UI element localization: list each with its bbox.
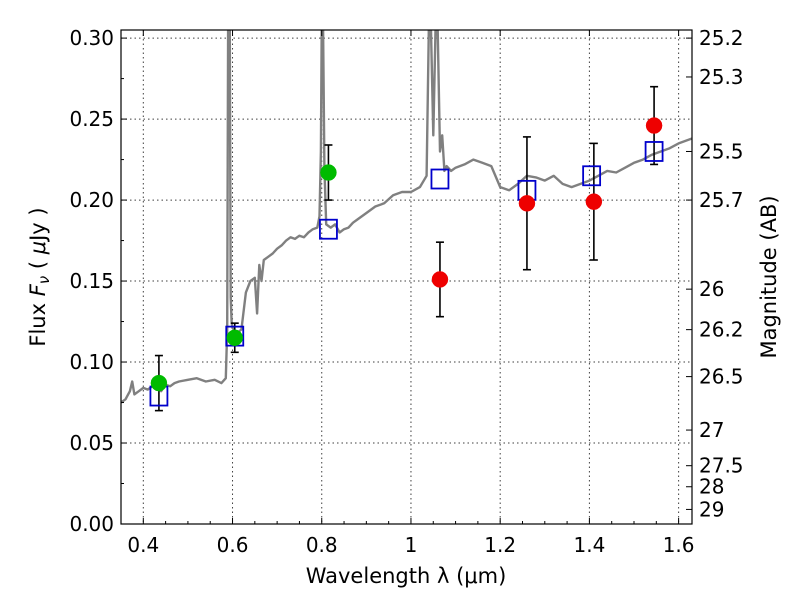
y-axis-label-part: Jy ) [26, 207, 50, 243]
y-axis-label-part: F [26, 283, 50, 296]
red-data-point [645, 117, 663, 134]
y2-tick-label: 26.2 [699, 318, 744, 342]
grid [121, 30, 692, 525]
ticks [120, 30, 692, 525]
model-photometry-square [582, 165, 602, 187]
model-photometry-square [430, 168, 450, 190]
y2-tick-label: 25.2 [699, 26, 744, 50]
y2-axis-label: Magnitude (AB) [757, 195, 781, 358]
model-photometry-square [319, 218, 338, 240]
y-tick-label: 0.30 [69, 26, 114, 50]
green-data-point [150, 374, 168, 392]
x-axis-label: Wavelength λ (μm) [306, 564, 507, 588]
y2-tick-label: 26.5 [699, 365, 744, 389]
tick-labels: 0.4 0.6 0.8 1 1.2 1.4 1.6 0.00 0.05 0.10 0.15 0.20 0… [69, 26, 743, 557]
y2-tick-label: 25.5 [699, 139, 744, 163]
y-axis-label-part: ( [26, 254, 50, 276]
x-tick-label: 1.6 [663, 533, 695, 557]
y-tick-label: 0.15 [69, 269, 114, 293]
red-data-point [585, 193, 603, 210]
model-spectrum-line [121, 30, 692, 404]
red-data-point [431, 271, 449, 288]
x-tick-label: 0.4 [127, 533, 159, 557]
model-photometry-square [644, 141, 664, 162]
y2-tick-label: 27.5 [699, 454, 744, 478]
x-tick-label: 1 [405, 533, 418, 557]
y2-tick-label: 27 [699, 418, 724, 442]
markers [149, 117, 664, 407]
red-data-point [518, 195, 536, 212]
x-tick-label: 1.2 [484, 533, 516, 557]
plot-frame [120, 29, 693, 525]
x-tick-label: 0.6 [217, 533, 249, 557]
plot-area [121, 30, 692, 404]
y-tick-label: 0.20 [69, 188, 114, 212]
y-axis-label-part: ν [35, 276, 53, 284]
y-tick-label: 0.05 [69, 431, 114, 455]
y-axis-label-part: Flux [26, 296, 50, 346]
y-tick-label: 0.10 [69, 350, 114, 374]
y-tick-label: 0.00 [69, 512, 114, 536]
green-data-point [226, 329, 244, 346]
y-axis-label-part: μ [26, 241, 50, 255]
y-axis-label: Flux Fν ( μJy ) [26, 207, 53, 346]
y2-tick-label: 28 [699, 475, 724, 499]
y2-tick-label: 29 [699, 497, 724, 521]
x-tick-label: 1.4 [573, 533, 605, 557]
x-tick-label: 0.8 [306, 533, 338, 557]
y2-tick-label: 25.3 [699, 65, 744, 89]
y2-tick-label: 25.7 [699, 188, 744, 212]
y2-tick-label: 26 [699, 277, 724, 301]
y-tick-label: 0.25 [69, 107, 114, 131]
green-data-point [320, 164, 337, 181]
